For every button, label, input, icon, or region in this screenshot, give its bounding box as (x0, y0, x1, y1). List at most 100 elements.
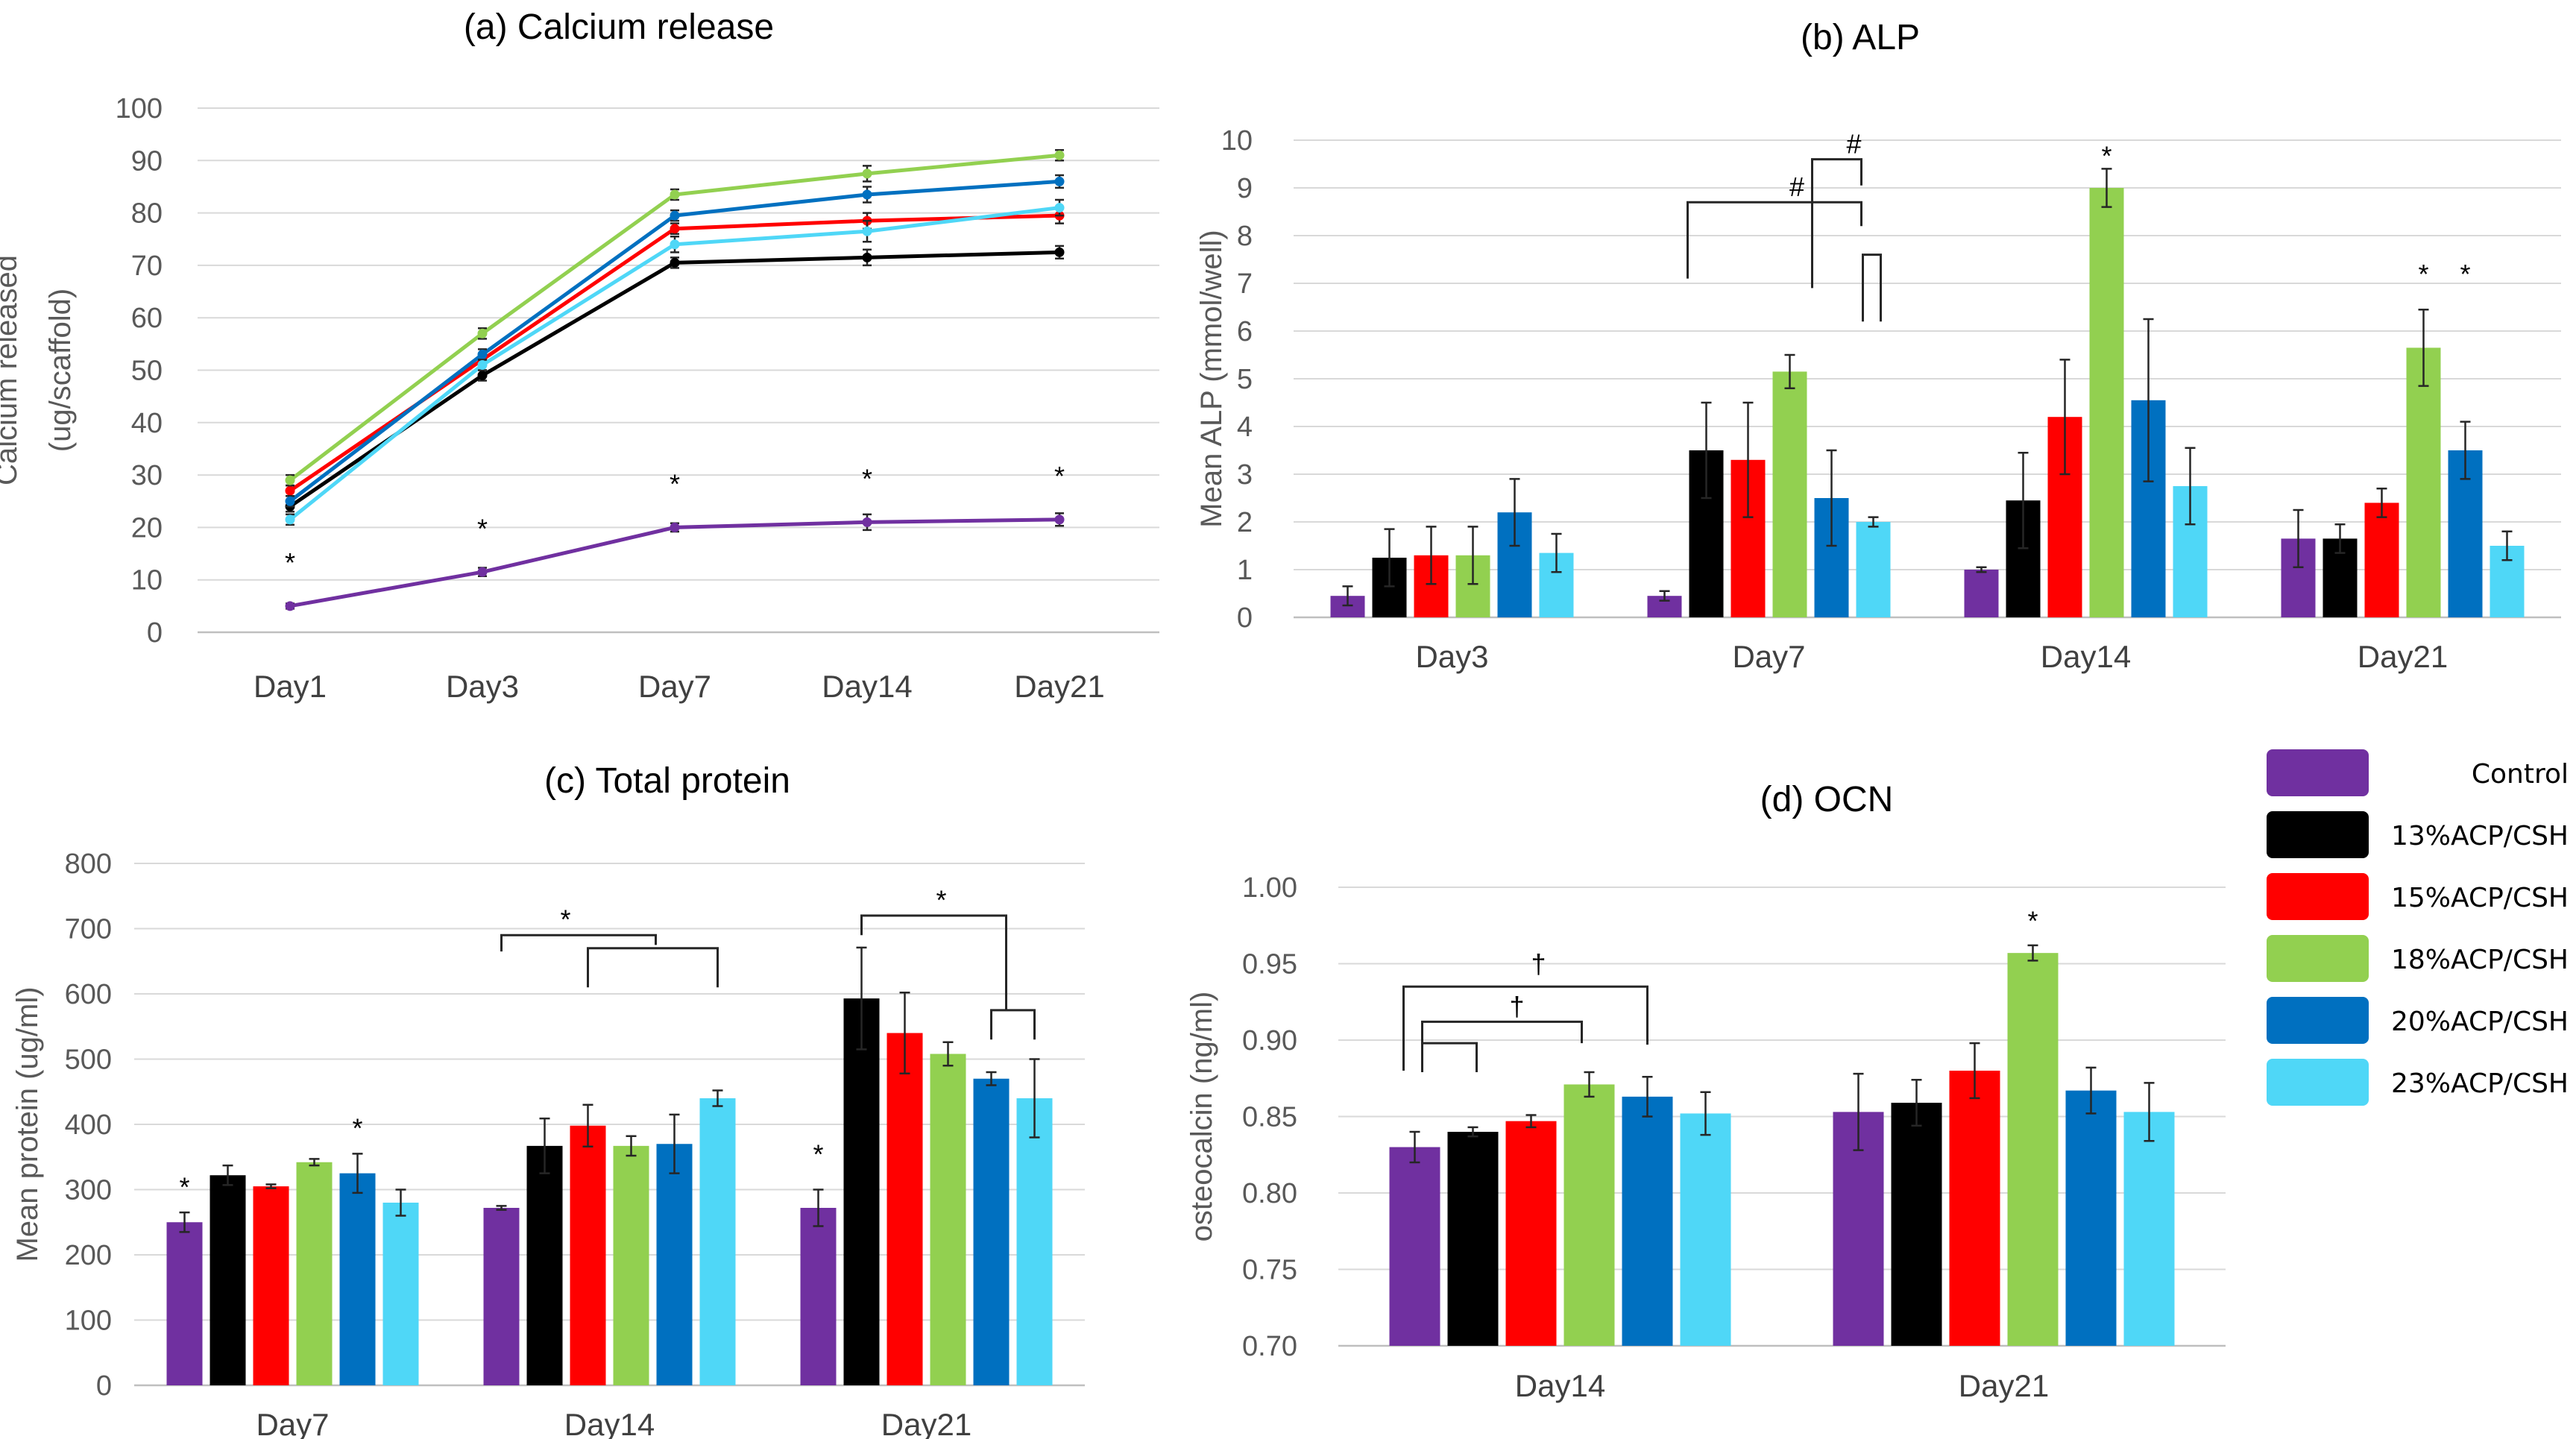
data-point (1054, 514, 1065, 525)
chart-alp: (b) ALP Mean ALP (mmol/well) 0 1 2 3 4 5 6 7 8 9 10 D… (1195, 18, 2561, 674)
bar (2123, 1112, 2175, 1346)
bar (699, 1098, 736, 1385)
error-bar (1551, 532, 1562, 573)
data-point (285, 496, 295, 506)
data-point (862, 226, 872, 236)
data-point (1054, 176, 1065, 186)
error-bar (222, 1164, 233, 1186)
y-tick-label: 0.80 (1242, 1178, 1297, 1209)
bar (296, 1162, 333, 1385)
y-tick-label: 10 (1221, 125, 1253, 157)
bar (656, 1144, 693, 1385)
error-bar (669, 1113, 680, 1174)
data-point (1054, 247, 1065, 257)
y-tick-label: 90 (131, 145, 163, 177)
y-tick-label: 600 (65, 979, 112, 1010)
x-tick-label: Day7 (638, 669, 711, 704)
chart-title: (b) ALP (1801, 18, 1920, 57)
y-tick-label: 3 (1237, 459, 1253, 491)
y-tick-label: 8 (1237, 221, 1253, 252)
bar (483, 1208, 520, 1385)
bar (2364, 503, 2399, 617)
bar (843, 998, 880, 1385)
legend-swatch (2267, 935, 2369, 982)
y-tick-label: 6 (1237, 316, 1253, 347)
x-tick-label: Day3 (1415, 639, 1488, 674)
error-bar (1029, 1058, 1040, 1139)
y-tick-label: 800 (65, 848, 112, 880)
y-tick-label: 30 (131, 460, 163, 491)
chart-calcium-release: (a) Calcium release Calcium released (ug/s… (0, 7, 1159, 704)
error-bar (856, 946, 867, 1051)
chart-title: (a) Calcium release (464, 7, 774, 47)
data-point (670, 224, 680, 234)
significance-bracket (990, 1009, 1036, 1040)
bar (1505, 1121, 1557, 1346)
error-bar (1467, 526, 1478, 585)
bar (2406, 347, 2441, 617)
significance-marker: # (1789, 171, 1804, 202)
y-tick-label: 300 (65, 1175, 112, 1206)
bar (1447, 1132, 1499, 1346)
chart-ocn: (d) OCN osteocalcin (ng/ml) 0.70 0.75 0.80 0.… (1185, 780, 2226, 1403)
x-tick-label: Day21 (2358, 639, 2448, 674)
error-bar (1701, 401, 1712, 500)
data-point (1054, 150, 1065, 160)
data-point (670, 257, 680, 268)
error-bar (2185, 447, 2196, 526)
y-axis-label: osteocalcin (ng/ml) (1185, 992, 1218, 1242)
y-axis-label: Calcium released (0, 255, 23, 485)
y-tick-label: 9 (1237, 173, 1253, 204)
error-bar (1584, 1071, 1595, 1098)
y-tick-label: 0 (147, 617, 163, 649)
significance-bracket (587, 947, 719, 988)
bar (1622, 1096, 1673, 1346)
significance-marker: * (813, 1139, 823, 1170)
chart-title: (d) OCN (1760, 780, 1894, 819)
y-tick-label: 50 (131, 356, 163, 387)
error-bar (1853, 1072, 1864, 1151)
data-point (285, 601, 295, 611)
significance-marker: * (2418, 259, 2428, 289)
significance-marker: # (1846, 129, 1861, 160)
error-bar (1911, 1079, 1922, 1127)
bar (1964, 570, 1999, 617)
bar (800, 1208, 837, 1385)
y-tick-label: 60 (131, 303, 163, 334)
x-tick-label: Day1 (253, 669, 327, 704)
data-point (1054, 203, 1065, 213)
y-tick-label: 700 (65, 914, 112, 945)
y-tick-label: 10 (131, 565, 163, 596)
x-tick-label: Day7 (256, 1407, 329, 1439)
error-bar (1342, 585, 1353, 607)
error-bar (352, 1153, 363, 1194)
bar (930, 1054, 966, 1385)
error-bar (2018, 451, 2029, 550)
y-tick-label: 1.00 (1242, 872, 1297, 904)
significance-marker: * (560, 904, 570, 935)
y-tick-label: 0 (96, 1370, 112, 1402)
bar (253, 1186, 289, 1385)
data-point (862, 169, 872, 179)
error-bar (1525, 1114, 1537, 1129)
y-tick-label: 0.75 (1242, 1255, 1297, 1286)
error-bar (265, 1183, 277, 1189)
significance-marker: * (352, 1113, 362, 1144)
y-tick-label: 100 (116, 93, 163, 125)
legend-label: 13%ACP/CSH (2391, 821, 2569, 851)
bar (973, 1078, 1010, 1385)
significance-marker: * (2460, 259, 2470, 289)
significance-bracket (1421, 1020, 1583, 1073)
y-tick-label: 1 (1237, 555, 1253, 586)
significance-marker: * (477, 513, 488, 544)
error-bar (1467, 1126, 1478, 1138)
bar (1891, 1103, 1942, 1346)
error-bar (1868, 516, 1879, 528)
y-tick-label: 100 (65, 1306, 112, 1337)
significance-bracket (1862, 254, 1882, 322)
x-tick-label: Day21 (1014, 669, 1104, 704)
error-bar (309, 1158, 320, 1167)
bar (339, 1173, 376, 1385)
bar (613, 1145, 649, 1385)
y-tick-label: 7 (1237, 268, 1253, 300)
